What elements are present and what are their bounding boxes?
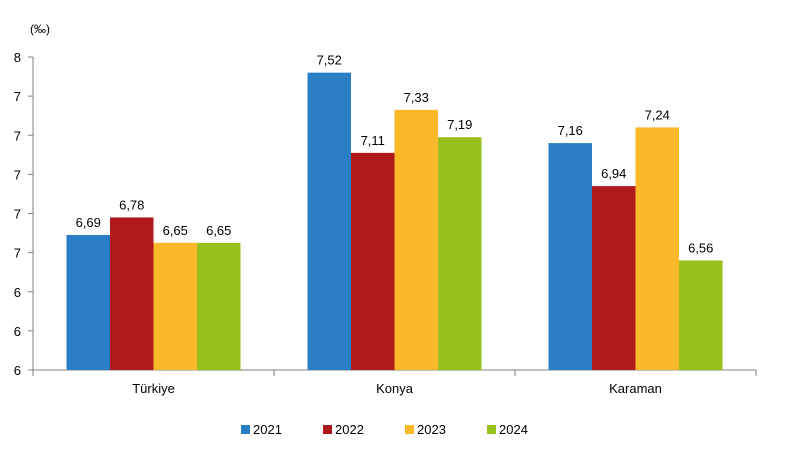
data-label: 7,52 — [317, 53, 342, 68]
legend-swatch — [323, 425, 332, 434]
data-label: 7,16 — [558, 123, 583, 138]
x-axis: Türkiye Konya Karaman — [32, 369, 757, 396]
y-tick-label: 7 — [14, 128, 21, 143]
bar — [153, 242, 197, 370]
data-label: 6,56 — [688, 240, 713, 255]
y-tick-label: 6 — [14, 324, 21, 339]
bar — [66, 235, 110, 370]
y-tick-label: 7 — [14, 167, 21, 182]
legend-label: 2024 — [499, 422, 528, 437]
y-tick-label: 8 — [14, 50, 21, 65]
legend-swatch — [487, 425, 496, 434]
bar — [110, 217, 154, 370]
bar — [351, 152, 395, 370]
legend-label: 2023 — [417, 422, 446, 437]
legend-label: 2022 — [335, 422, 364, 437]
data-label: 6,78 — [119, 197, 144, 212]
y-tick-label: 7 — [14, 207, 21, 222]
y-tick-label: 7 — [14, 246, 21, 261]
data-label: 6,94 — [601, 166, 626, 181]
bar — [197, 242, 241, 370]
y-tick-label: 7 — [14, 89, 21, 104]
y-tick-label: 6 — [14, 363, 21, 378]
legend-label: 2021 — [253, 422, 282, 437]
bar — [592, 186, 636, 370]
data-label: 7,19 — [447, 117, 472, 132]
bar — [394, 109, 438, 370]
bar — [438, 137, 482, 370]
y-axis: 6 6 6 7 7 7 7 7 8 — [14, 50, 34, 378]
data-label: 7,33 — [404, 90, 429, 105]
y-axis-unit-label: (‰) — [30, 22, 50, 36]
data-label: 6,69 — [76, 215, 101, 230]
bar — [548, 143, 592, 370]
data-label: 6,65 — [206, 223, 231, 238]
y-tick-label: 6 — [14, 285, 21, 300]
data-label: 6,65 — [163, 223, 188, 238]
legend: 2021 2022 2023 2024 — [241, 422, 528, 437]
data-label: 7,24 — [645, 107, 670, 122]
legend-swatch — [405, 425, 414, 434]
bar — [635, 127, 679, 370]
x-category-label: Konya — [376, 381, 414, 396]
x-category-label: Türkiye — [132, 381, 175, 396]
bar — [679, 260, 723, 370]
bar — [307, 72, 351, 371]
data-label: 7,11 — [361, 133, 385, 148]
x-category-label: Karaman — [609, 381, 662, 396]
bars-group — [66, 72, 723, 371]
data-labels-group: 6,69 6,78 6,65 6,65 7,52 7,11 7,33 7,19 7,16 6,94… — [76, 53, 714, 256]
legend-swatch — [241, 425, 250, 434]
